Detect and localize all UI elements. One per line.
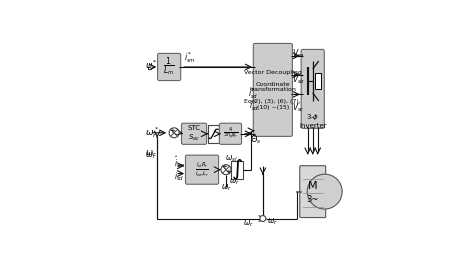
Text: $V_{sc}$: $V_{sc}$	[292, 102, 305, 114]
Text: $\omega_{sl}$: $\omega_{sl}$	[225, 154, 237, 164]
Text: 3~: 3~	[307, 195, 319, 204]
Bar	[208, 125, 219, 143]
Text: Vector Decoupling

Coordinate
transformation

Eq(2), (3), (6), (7),
(10) ~(15): Vector Decoupling Coordinate transformat…	[244, 70, 302, 110]
Circle shape	[221, 165, 231, 175]
Text: $i_{sd}^*$: $i_{sd}^*$	[248, 98, 259, 113]
Text: $\omega_r$: $\omega_r$	[145, 150, 157, 161]
Text: $\omega_r$: $\omega_r$	[243, 218, 254, 229]
Text: +: +	[221, 164, 227, 170]
Text: $\omega_r$: $\omega_r$	[229, 176, 240, 187]
Text: STC
$S_{ac}$: STC $S_{ac}$	[188, 125, 201, 143]
Text: $\omega_r$: $\omega_r$	[267, 216, 278, 227]
FancyBboxPatch shape	[157, 53, 181, 81]
Text: $\hat{i}_{sm}$: $\hat{i}_{sm}$	[174, 154, 186, 170]
Circle shape	[169, 128, 179, 138]
Text: 3-$\phi$
Inverter: 3-$\phi$ Inverter	[299, 112, 327, 129]
Text: $\frac{1}{L_m}$: $\frac{1}{L_m}$	[163, 56, 175, 78]
FancyBboxPatch shape	[253, 44, 292, 136]
Text: $i_{sd}$: $i_{sd}$	[174, 171, 184, 183]
FancyBboxPatch shape	[182, 123, 207, 144]
Circle shape	[307, 174, 342, 209]
Text: +: +	[225, 169, 231, 175]
Bar	[231, 161, 243, 179]
Text: $\omega_r$: $\omega_r$	[145, 148, 157, 159]
Text: $\frac{i_{st}R_r}{i_{sm}L_r}$: $\frac{i_{st}R_r}{i_{sm}L_r}$	[195, 161, 209, 179]
FancyBboxPatch shape	[300, 166, 326, 218]
Text: $\omega_r$: $\omega_r$	[221, 182, 232, 193]
FancyBboxPatch shape	[219, 123, 242, 144]
Text: $V_{sb}$: $V_{sb}$	[292, 74, 305, 86]
Text: $i_{sm}^*$: $i_{sm}^*$	[184, 51, 196, 66]
Text: $V_{sa}$: $V_{sa}$	[292, 48, 305, 60]
Text: −: −	[173, 132, 179, 138]
Text: $\psi_r^*$: $\psi_r^*$	[145, 59, 158, 74]
Bar	[315, 73, 321, 89]
Text: $\omega_r^*$: $\omega_r^*$	[145, 125, 159, 140]
Text: $\frac{4}{3n_p\psi_r}$: $\frac{4}{3n_p\psi_r}$	[223, 126, 238, 142]
Text: $i_{sd}^*$: $i_{sd}^*$	[248, 87, 258, 101]
Text: M: M	[308, 181, 318, 191]
Text: $\int$: $\int$	[231, 158, 243, 182]
Text: $\Theta_s$: $\Theta_s$	[250, 134, 262, 146]
FancyBboxPatch shape	[185, 155, 219, 184]
Text: +: +	[169, 127, 175, 134]
Circle shape	[260, 215, 266, 221]
FancyBboxPatch shape	[301, 49, 324, 128]
